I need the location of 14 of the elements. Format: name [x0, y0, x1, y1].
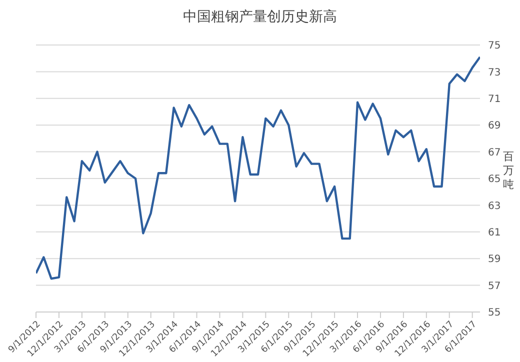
y-tick-label: 63	[488, 200, 501, 212]
y-tick-label: 71	[488, 94, 501, 105]
y-axis-title: 百万吨	[503, 150, 515, 192]
y-tick-label: 75	[488, 40, 501, 52]
y-tick-label: 55	[488, 308, 501, 319]
y-tick-label: 59	[488, 254, 501, 266]
y-tick-label: 73	[488, 67, 501, 78]
line-series	[36, 56, 480, 280]
chart-title: 中国粗钢产量创历史新高	[182, 8, 338, 26]
y-tick-label: 67	[488, 147, 501, 158]
y-tick-label: 69	[488, 120, 501, 132]
y-tick-label: 65	[488, 174, 501, 186]
y-tick-label: 57	[488, 280, 501, 292]
y-tick-label: 61	[488, 227, 501, 238]
